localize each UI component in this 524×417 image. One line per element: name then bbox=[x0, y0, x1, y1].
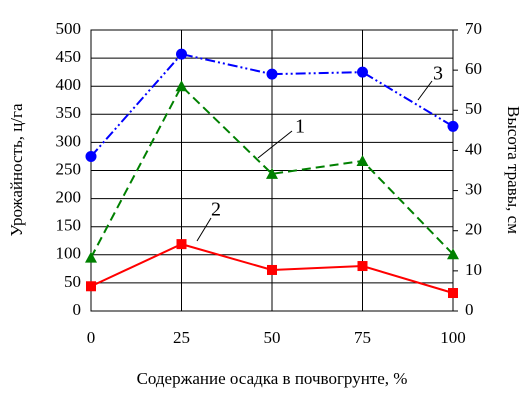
x-tick-label: 50 bbox=[264, 328, 281, 347]
y-tick-label: 450 bbox=[56, 47, 82, 66]
y-tick-label: 500 bbox=[56, 19, 82, 38]
series-label: 3 bbox=[433, 63, 443, 85]
marker bbox=[267, 264, 277, 275]
annotation-leader bbox=[257, 130, 293, 159]
marker bbox=[357, 66, 368, 78]
y-tick-label: 350 bbox=[56, 103, 82, 122]
y2-tick-label: 40 bbox=[465, 139, 482, 158]
marker bbox=[86, 281, 96, 292]
annotation-leader bbox=[196, 217, 212, 242]
marker bbox=[448, 288, 458, 299]
marker bbox=[266, 68, 278, 80]
x-tick-label: 100 bbox=[440, 328, 466, 347]
y-tick-label: 300 bbox=[56, 131, 82, 150]
series-label: 2 bbox=[211, 199, 221, 221]
y2-tick-label: 20 bbox=[465, 220, 482, 239]
y2-tick-label: 70 bbox=[465, 19, 482, 38]
plot-frame bbox=[90, 29, 454, 312]
y-tick-label: 250 bbox=[56, 159, 82, 178]
y-tick-label: 50 bbox=[64, 272, 81, 291]
y-tick-label: 400 bbox=[56, 75, 82, 94]
marker bbox=[356, 154, 369, 166]
y2-tick-label: 50 bbox=[465, 99, 482, 118]
y-tick-label: 200 bbox=[56, 188, 82, 207]
marker bbox=[357, 261, 368, 272]
marker bbox=[175, 80, 188, 92]
annotation-leader bbox=[417, 80, 433, 101]
marker bbox=[266, 167, 278, 179]
y2-tick-label: 30 bbox=[465, 179, 482, 198]
y2-tick-label: 0 bbox=[465, 300, 474, 319]
y2-tick-label: 60 bbox=[465, 59, 482, 78]
x-tick-label: 75 bbox=[354, 328, 371, 347]
marker bbox=[85, 251, 97, 263]
y-tick-label: 0 bbox=[73, 300, 82, 319]
x-tick-label: 25 bbox=[173, 328, 190, 347]
y2-axis-label: Высота травы, см bbox=[504, 106, 523, 234]
marker bbox=[176, 48, 187, 60]
marker bbox=[447, 120, 459, 132]
x-tick-label: 0 bbox=[87, 328, 96, 347]
y-tick-label: 150 bbox=[56, 216, 82, 235]
x-axis-label: Содержание осадка в почвогрунте, % bbox=[137, 369, 408, 388]
y-axis-label: Урожайность, ц/га bbox=[7, 103, 26, 237]
marker bbox=[447, 248, 459, 260]
marker bbox=[85, 150, 97, 162]
y2-tick-label: 10 bbox=[465, 260, 482, 279]
series-line bbox=[90, 84, 454, 259]
series-label: 1 bbox=[295, 116, 305, 138]
marker bbox=[176, 239, 187, 250]
y-tick-label: 100 bbox=[56, 244, 82, 263]
